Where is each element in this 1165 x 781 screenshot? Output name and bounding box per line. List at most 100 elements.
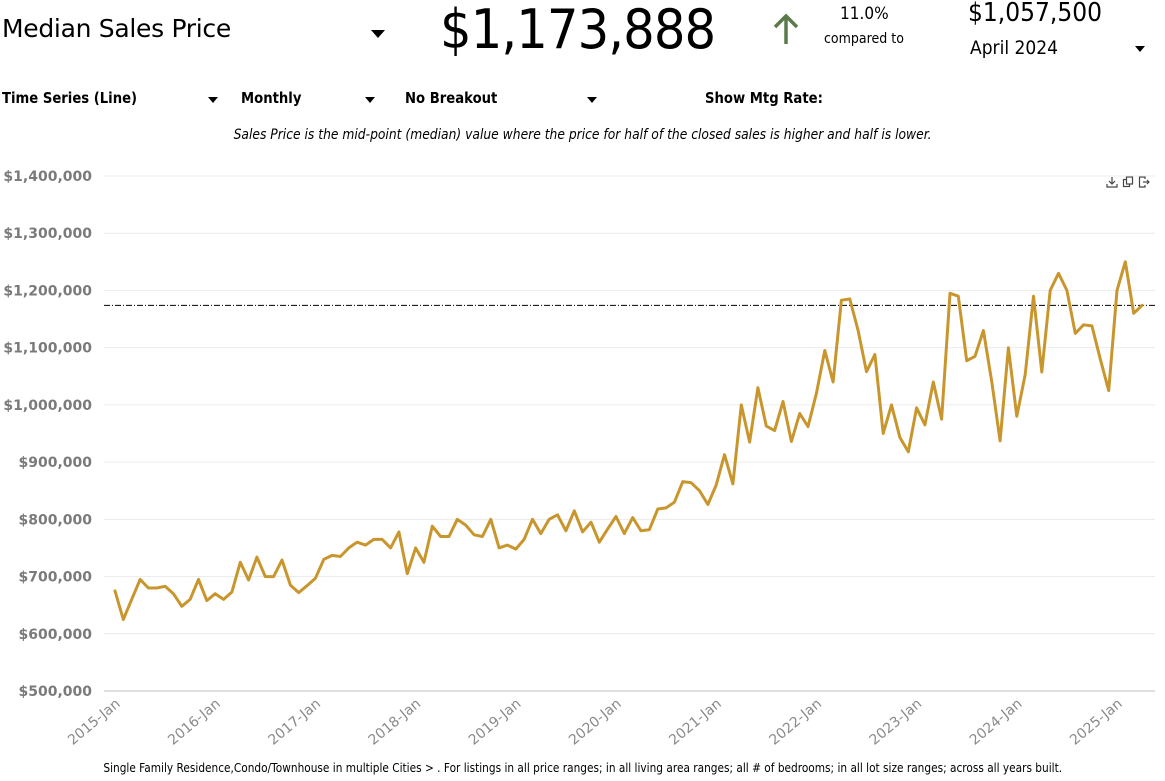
data-point[interactable]	[621, 531, 627, 537]
data-point[interactable]	[1081, 322, 1087, 328]
data-point[interactable]	[287, 582, 293, 588]
data-point[interactable]	[671, 499, 677, 505]
data-point[interactable]	[663, 505, 669, 511]
data-point[interactable]	[939, 416, 945, 422]
data-point[interactable]	[646, 527, 652, 533]
data-point[interactable]	[980, 328, 986, 334]
data-point[interactable]	[964, 358, 970, 364]
data-point[interactable]	[221, 596, 227, 602]
data-point[interactable]	[454, 516, 460, 522]
data-point[interactable]	[1097, 356, 1103, 362]
data-point[interactable]	[538, 531, 544, 537]
data-point[interactable]	[1089, 323, 1095, 329]
data-point[interactable]	[346, 545, 352, 551]
data-point[interactable]	[179, 603, 185, 609]
data-point[interactable]	[271, 574, 277, 580]
data-point[interactable]	[421, 559, 427, 565]
data-point[interactable]	[571, 508, 577, 514]
data-point[interactable]	[204, 598, 210, 604]
data-point[interactable]	[772, 428, 778, 434]
data-point[interactable]	[363, 542, 369, 548]
data-point[interactable]	[521, 536, 527, 542]
data-point[interactable]	[813, 390, 819, 396]
data-point[interactable]	[254, 554, 260, 560]
data-point[interactable]	[613, 514, 619, 520]
data-point[interactable]	[1014, 413, 1020, 419]
data-point[interactable]	[855, 328, 861, 334]
data-point[interactable]	[738, 402, 744, 408]
data-point[interactable]	[1005, 345, 1011, 351]
data-point[interactable]	[513, 546, 519, 552]
data-point[interactable]	[463, 522, 469, 528]
breakout-select[interactable]: No Breakout	[405, 89, 498, 107]
data-point[interactable]	[838, 297, 844, 303]
data-point[interactable]	[413, 545, 419, 551]
data-point[interactable]	[897, 435, 903, 441]
data-point[interactable]	[1139, 302, 1145, 308]
breakout-caret-icon[interactable]	[587, 97, 597, 103]
data-point[interactable]	[864, 369, 870, 375]
data-point[interactable]	[279, 557, 285, 563]
data-point[interactable]	[847, 296, 853, 302]
metric-select[interactable]: Median Sales Price	[2, 14, 231, 43]
data-point[interactable]	[212, 591, 218, 597]
data-point[interactable]	[580, 529, 586, 535]
data-point[interactable]	[655, 506, 661, 512]
data-point[interactable]	[705, 502, 711, 508]
data-point[interactable]	[337, 554, 343, 560]
data-point[interactable]	[1039, 369, 1045, 375]
data-point[interactable]	[404, 571, 410, 577]
data-point[interactable]	[788, 439, 794, 445]
data-point[interactable]	[697, 488, 703, 494]
data-point[interactable]	[822, 348, 828, 354]
compare-period-caret-icon[interactable]	[1135, 46, 1145, 52]
data-point[interactable]	[120, 617, 126, 623]
data-point[interactable]	[546, 516, 552, 522]
interval-select[interactable]: Monthly	[241, 89, 302, 107]
data-point[interactable]	[371, 536, 377, 542]
data-point[interactable]	[713, 482, 719, 488]
data-point[interactable]	[246, 577, 252, 583]
data-point[interactable]	[872, 352, 878, 358]
data-point[interactable]	[438, 534, 444, 540]
data-point[interactable]	[429, 523, 435, 529]
data-point[interactable]	[730, 481, 736, 487]
data-point[interactable]	[304, 583, 310, 589]
data-point[interactable]	[688, 480, 694, 486]
data-point[interactable]	[496, 545, 502, 551]
data-point[interactable]	[196, 576, 202, 582]
data-point[interactable]	[588, 519, 594, 525]
data-point[interactable]	[488, 516, 494, 522]
data-point[interactable]	[329, 552, 335, 558]
data-point[interactable]	[922, 422, 928, 428]
data-point[interactable]	[780, 399, 786, 405]
data-point[interactable]	[997, 438, 1003, 444]
data-point[interactable]	[112, 588, 118, 594]
data-point[interactable]	[630, 515, 636, 521]
data-point[interactable]	[555, 512, 561, 518]
chart-type-select[interactable]: Time Series (Line)	[2, 89, 138, 107]
data-point[interactable]	[596, 539, 602, 545]
data-point[interactable]	[638, 528, 644, 534]
data-point[interactable]	[797, 411, 803, 417]
data-point[interactable]	[563, 528, 569, 534]
data-point[interactable]	[1031, 293, 1037, 299]
data-point[interactable]	[162, 583, 168, 589]
data-point[interactable]	[722, 452, 728, 458]
data-point[interactable]	[747, 439, 753, 445]
data-point[interactable]	[1122, 259, 1128, 265]
data-point[interactable]	[312, 575, 318, 581]
metric-dropdown-caret-icon[interactable]	[371, 30, 385, 38]
download-icon[interactable]	[1106, 176, 1118, 188]
data-point[interactable]	[1022, 372, 1028, 378]
data-point[interactable]	[388, 545, 394, 551]
data-point[interactable]	[1064, 287, 1070, 293]
data-point[interactable]	[237, 559, 243, 565]
data-point[interactable]	[137, 576, 143, 582]
data-point[interactable]	[880, 431, 886, 437]
data-point[interactable]	[1106, 388, 1112, 394]
data-point[interactable]	[1114, 287, 1120, 293]
data-point[interactable]	[914, 405, 920, 411]
data-point[interactable]	[379, 536, 385, 542]
data-point[interactable]	[296, 590, 302, 596]
